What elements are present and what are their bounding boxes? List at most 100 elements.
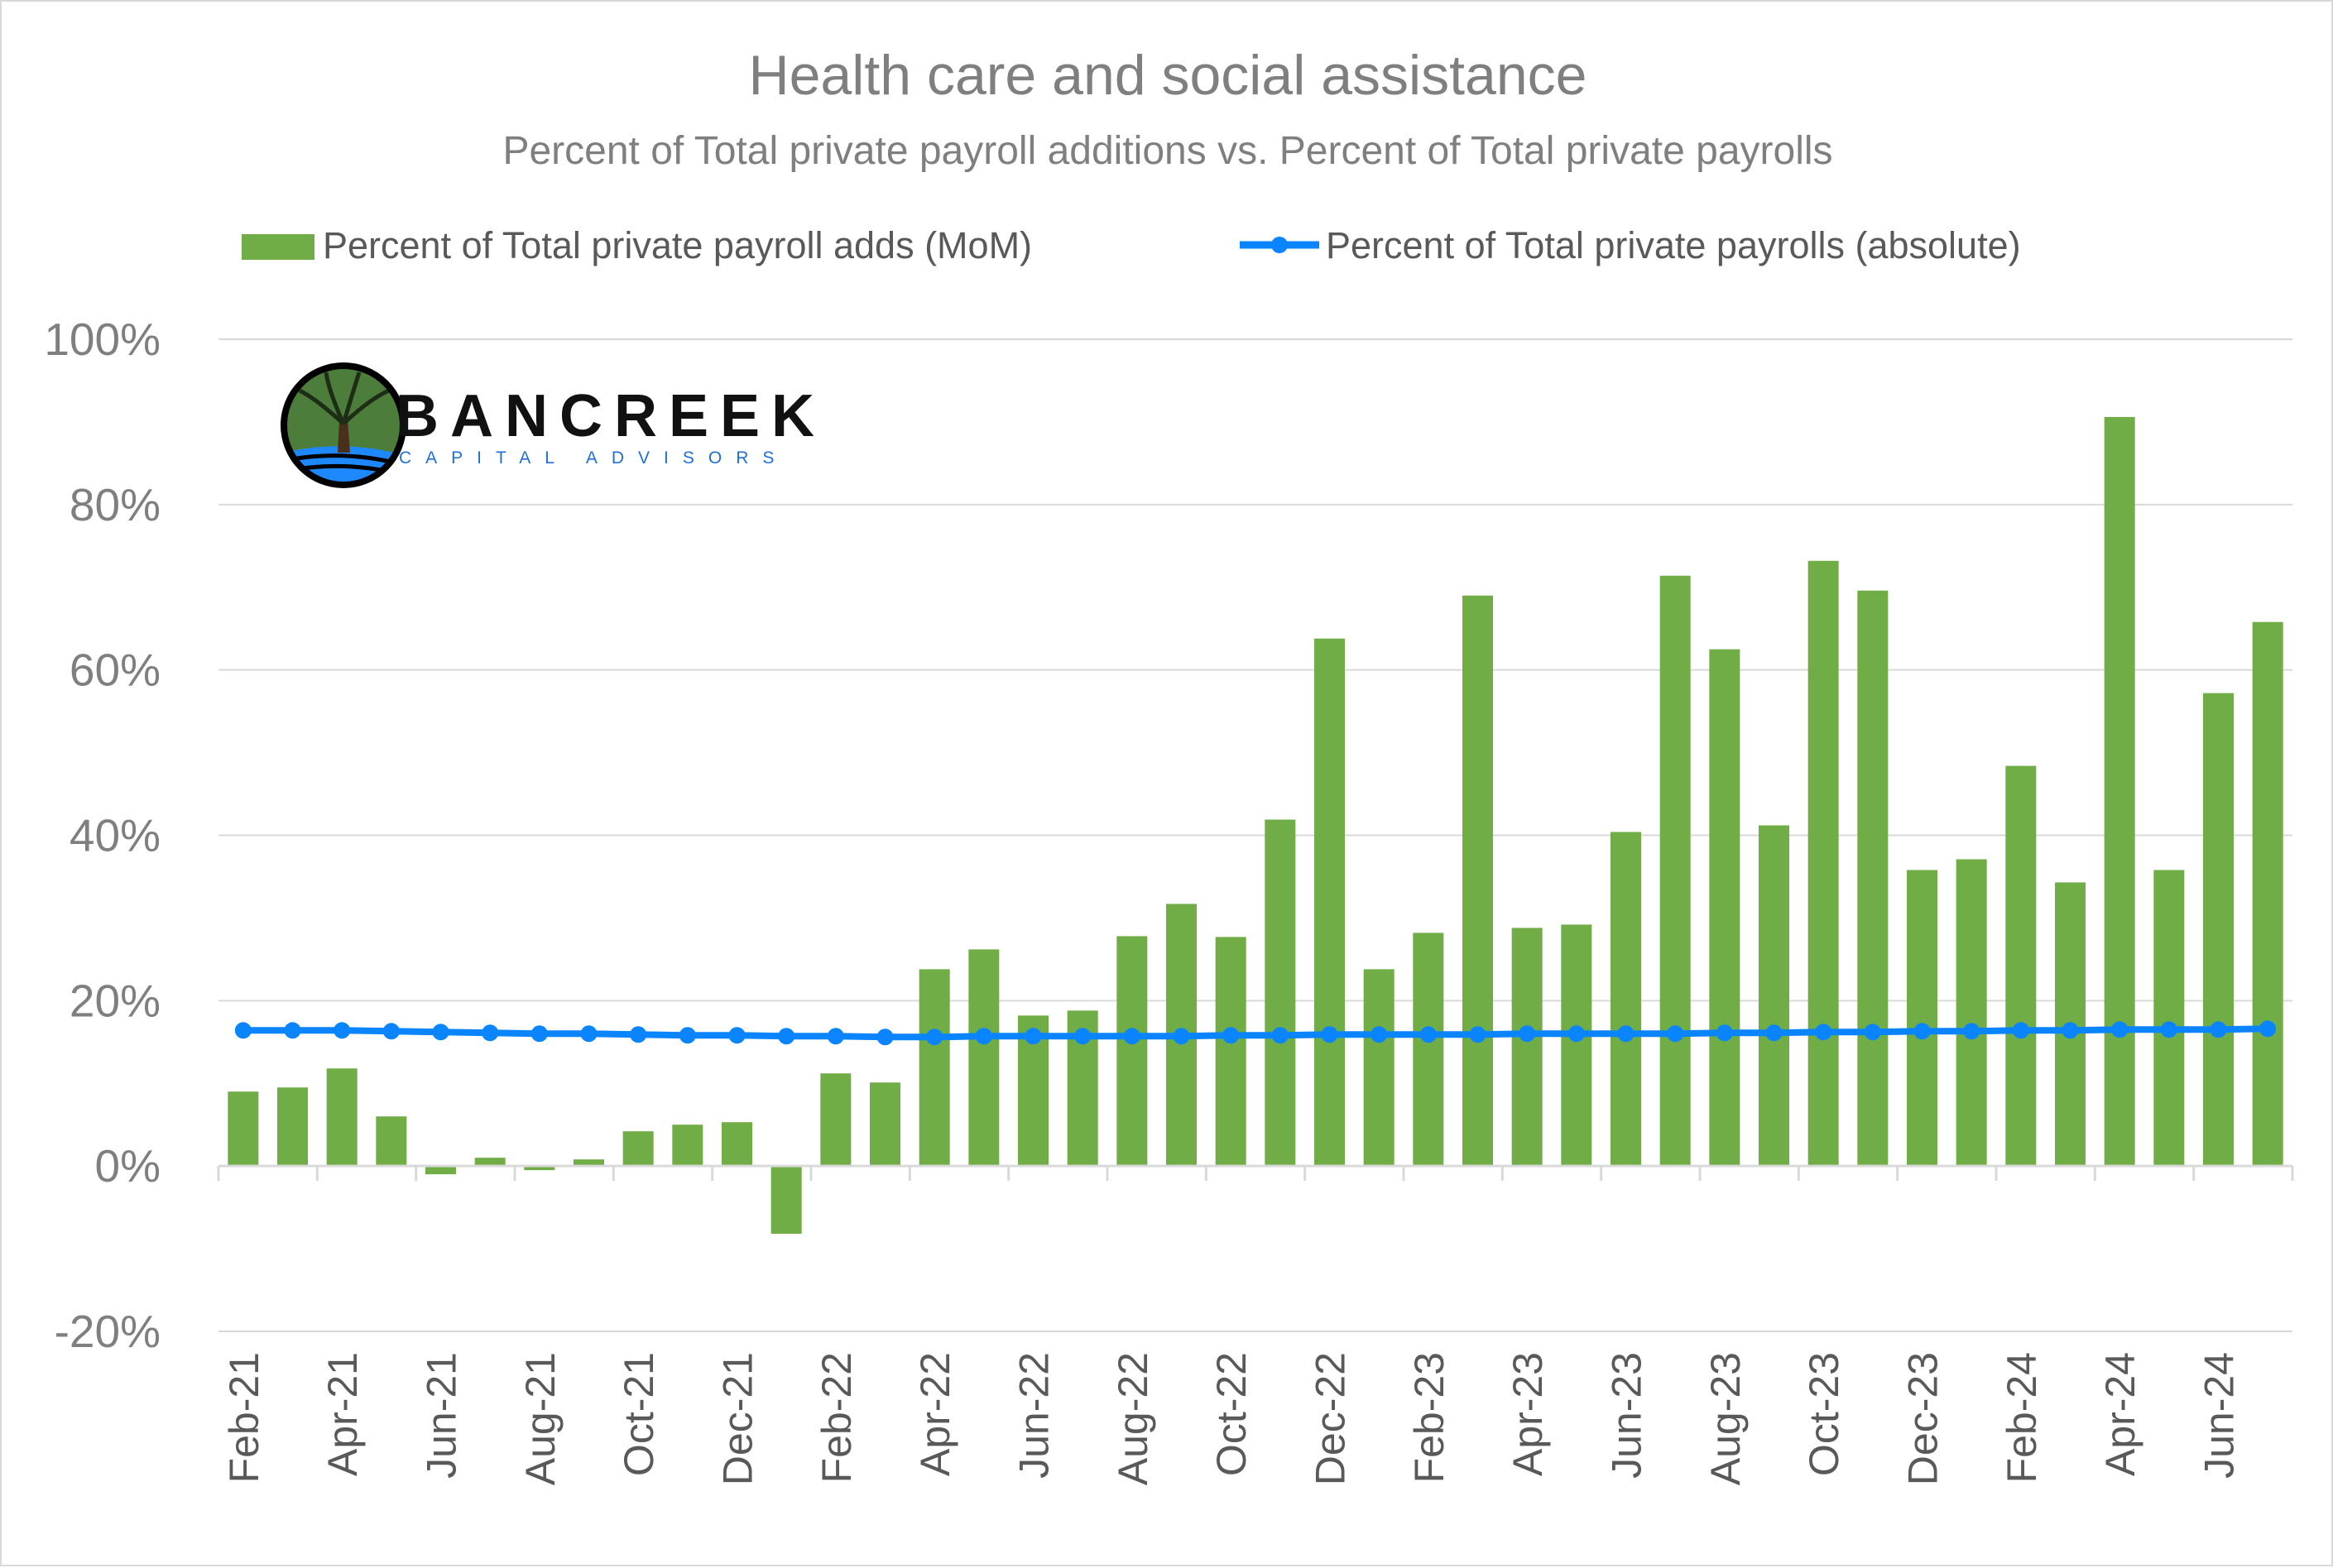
line-point xyxy=(1074,1028,1092,1045)
x-tick-label: Feb-24 xyxy=(1999,1352,2045,1483)
bar xyxy=(474,1158,506,1167)
x-tick-label: Oct-22 xyxy=(1208,1352,1255,1476)
line-point xyxy=(1765,1024,1783,1042)
line-point xyxy=(1173,1028,1190,1045)
line-point xyxy=(234,1022,252,1039)
x-tick-label: Feb-21 xyxy=(221,1352,267,1483)
bar xyxy=(1116,936,1148,1167)
x-axis xyxy=(217,1164,2294,1182)
logo-name: BANCREEK xyxy=(396,383,826,449)
bar xyxy=(672,1124,703,1167)
x-tick-label: Apr-21 xyxy=(319,1352,366,1476)
x-tick-label: Feb-23 xyxy=(1406,1352,1452,1483)
x-tick-label: Dec-22 xyxy=(1308,1352,1354,1485)
bar xyxy=(2252,621,2283,1167)
chart-title: Health care and social assistance xyxy=(749,44,1587,107)
line-point xyxy=(728,1027,746,1044)
line-point xyxy=(2210,1021,2227,1038)
bar xyxy=(228,1091,259,1167)
bar xyxy=(376,1116,407,1167)
bancreek-logo: BANCREEK CAPITAL ADVISORS xyxy=(281,362,826,488)
y-tick-label: 100% xyxy=(44,314,161,365)
bar xyxy=(1363,969,1395,1167)
x-tick-label: Dec-21 xyxy=(715,1352,761,1485)
x-tick-label: Apr-23 xyxy=(1505,1352,1551,1476)
bar xyxy=(1511,928,1543,1167)
line-point xyxy=(1519,1025,1536,1043)
line-point xyxy=(1963,1023,1980,1040)
bar xyxy=(2203,693,2234,1167)
x-tick-label: Feb-22 xyxy=(814,1352,860,1483)
bar xyxy=(1611,832,1641,1167)
line-point xyxy=(630,1026,647,1043)
line-point xyxy=(679,1027,696,1044)
x-tick-label: Jun-24 xyxy=(2196,1352,2243,1479)
line-point xyxy=(1469,1026,1486,1043)
y-axis-tick-labels: -20% 0% 20% 40% 60% 80% 100% xyxy=(44,314,161,1357)
bar xyxy=(1462,595,1493,1167)
gridlines xyxy=(218,338,2292,1332)
y-tick-label: -20% xyxy=(55,1306,161,1357)
x-tick-label: Apr-22 xyxy=(912,1352,958,1476)
bar xyxy=(1956,859,1987,1167)
bar xyxy=(1807,560,1839,1167)
bar xyxy=(722,1122,752,1167)
bar xyxy=(277,1087,308,1167)
line-point xyxy=(482,1024,499,1042)
line-point xyxy=(334,1022,351,1039)
line-point xyxy=(1371,1026,1388,1043)
bar xyxy=(2104,416,2135,1167)
x-tick-label: Oct-23 xyxy=(1801,1352,1847,1476)
legend-point-marker xyxy=(1271,237,1288,253)
x-tick-label: Dec-23 xyxy=(1900,1352,1947,1485)
bar xyxy=(1413,933,1444,1167)
line-point xyxy=(1864,1024,1881,1041)
y-tick-label: 80% xyxy=(70,479,161,530)
line-series xyxy=(234,1020,2277,1046)
legend: Percent of Total private payroll adds (M… xyxy=(242,224,2021,266)
line-point xyxy=(1222,1027,1240,1044)
line-point xyxy=(284,1022,301,1039)
legend-swatch-bars xyxy=(242,234,314,260)
line-point xyxy=(432,1024,449,1041)
line-point xyxy=(926,1029,943,1046)
line-point xyxy=(827,1028,844,1045)
bar xyxy=(326,1068,358,1167)
line-point xyxy=(1419,1026,1437,1043)
bar xyxy=(870,1082,900,1167)
line-point xyxy=(778,1028,795,1045)
bar xyxy=(1759,825,1789,1167)
line-point xyxy=(1567,1025,1585,1043)
line-point xyxy=(1123,1028,1140,1045)
line-point xyxy=(1025,1028,1042,1045)
y-tick-label: 0% xyxy=(95,1140,161,1192)
bar xyxy=(425,1166,456,1175)
logo-tree-icon xyxy=(281,362,406,488)
bar xyxy=(1907,870,1937,1167)
bar xyxy=(820,1073,852,1167)
x-tick-label: Oct-21 xyxy=(616,1352,662,1476)
x-axis-tick-labels: Feb-21 Apr-21 Jun-21 Aug-21 Oct-21 Dec-21 Feb-… xyxy=(221,1352,2243,1485)
line-point xyxy=(1321,1026,1338,1043)
line-point xyxy=(1271,1027,1289,1044)
x-tick-label: Jun-23 xyxy=(1604,1352,1650,1479)
bar xyxy=(919,969,950,1167)
x-tick-label: Aug-21 xyxy=(517,1352,564,1485)
bar xyxy=(574,1159,604,1167)
line-point xyxy=(2012,1022,2029,1039)
bar xyxy=(2005,765,2037,1167)
line-point xyxy=(1617,1025,1635,1043)
bar-series xyxy=(228,416,2283,1235)
bar xyxy=(968,949,1000,1167)
line-point xyxy=(2062,1022,2079,1039)
x-tick-label: Aug-22 xyxy=(1110,1352,1156,1485)
line-point xyxy=(1815,1024,1832,1041)
line-point xyxy=(876,1029,894,1046)
x-tick-label: Apr-24 xyxy=(2097,1352,2143,1476)
bar xyxy=(1265,819,1296,1167)
y-tick-label: 20% xyxy=(70,975,161,1026)
line-point xyxy=(975,1028,992,1045)
bar xyxy=(770,1166,802,1235)
